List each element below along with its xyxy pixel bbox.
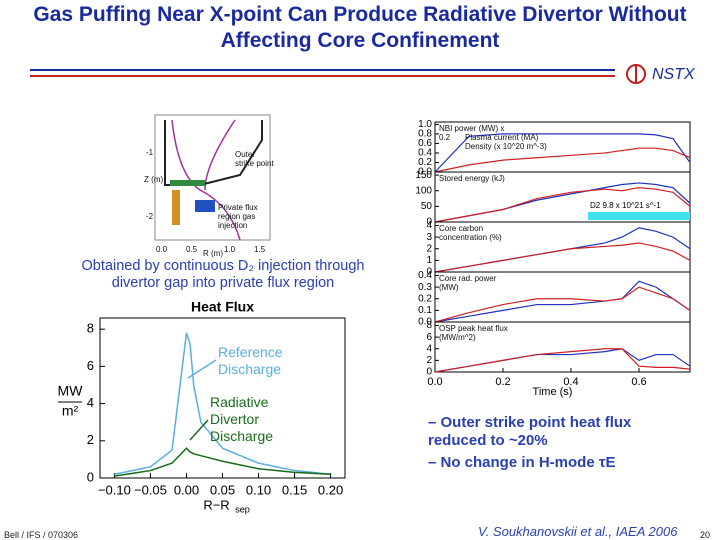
- panel-label: OSP peak heat flux (MW/m^2): [439, 324, 508, 342]
- diagram-label: Outer strike point: [235, 150, 274, 168]
- gas-puff-bar: [588, 212, 690, 220]
- diagram-tick: R (m): [203, 249, 223, 258]
- panel-frame: [434, 221, 691, 273]
- x-tick-label: 0.6: [631, 376, 646, 388]
- y-tick-label: 0.0: [418, 167, 432, 178]
- diagram-tick: 1.0: [224, 245, 236, 254]
- y-tick-label: 0.8: [418, 129, 432, 140]
- y-tick-label: 1: [426, 255, 432, 266]
- y-axis-label: m²: [62, 403, 79, 419]
- y-tick-label: 6: [87, 358, 94, 373]
- panel-label: Density (x 10^20 m^-3): [465, 142, 547, 151]
- series-line: [114, 447, 331, 477]
- y-tick-label: 4: [87, 395, 94, 410]
- x-tick-label: 0.20: [318, 482, 343, 497]
- x-tick-label: −0.05: [134, 482, 167, 497]
- y-tick-label: 3: [426, 232, 432, 243]
- x-tick-label: 0.0: [427, 376, 442, 388]
- y-tick-label: 1.0: [418, 119, 432, 130]
- series-line: [434, 187, 691, 223]
- chart-title: Heat Flux: [191, 299, 254, 315]
- logo-text: NSTX: [652, 66, 696, 83]
- flux-surface: [204, 119, 236, 191]
- x-tick-label: −0.10: [98, 482, 131, 497]
- y-tick-label: 4: [426, 343, 432, 354]
- y-tick-label: 100: [415, 185, 432, 196]
- x-tick-label: 0.05: [210, 482, 235, 497]
- panel-label: Plasma current (MA): [465, 133, 539, 142]
- y-tick-label: 8: [426, 320, 432, 331]
- bullet: – Outer strike point heat flux reduced t…: [428, 414, 632, 449]
- caption: Obtained by continuous D₂ injection thro…: [81, 258, 365, 291]
- panel-label: Stored energy (kJ): [439, 174, 505, 183]
- y-tick-label: 8: [87, 321, 94, 336]
- panel-label: Core carbon concentration (%): [439, 224, 502, 242]
- vessel: [164, 120, 263, 186]
- diagram-tick: 0.5: [186, 245, 198, 254]
- y-tick-label: 0.6: [418, 138, 432, 149]
- y-tick-label: 0.3: [418, 282, 432, 293]
- y-tick-label: 2: [426, 243, 432, 254]
- y-tick-label: 50: [421, 201, 433, 212]
- bullet: – No change in H-mode τE: [428, 454, 616, 471]
- y-tick-label: 0: [426, 217, 432, 228]
- panel-label: NBI power (MW) x 0.2: [439, 124, 505, 142]
- series-label: Radiative Divertor Discharge: [210, 394, 274, 444]
- y-tick-label: 0.0: [418, 317, 432, 328]
- y-tick-label: 0.2: [418, 157, 432, 168]
- series-label: Reference Discharge: [218, 344, 283, 377]
- x-tick-label: 0.4: [563, 376, 578, 388]
- divertor-plate: [170, 180, 205, 186]
- series-line: [434, 286, 691, 323]
- y-tick-label: 4: [426, 220, 432, 231]
- plot-frame: [99, 317, 346, 479]
- panel-label: Core rad. power (MW): [439, 274, 497, 292]
- coils: [172, 190, 180, 225]
- x-tick-label: 0.15: [282, 482, 307, 497]
- diagram-label: Private flux region gas injection: [218, 203, 258, 230]
- y-tick-label: 0: [426, 367, 432, 378]
- diagram-axis-label: Z (m): [144, 175, 164, 184]
- diagram-tick: 0.0: [156, 245, 168, 254]
- footer-page: 20: [700, 530, 711, 540]
- y-tick-label: 150: [415, 170, 432, 181]
- y-axis-label: MW: [58, 383, 84, 399]
- arrow: [189, 419, 209, 441]
- y-tick-label: 2: [87, 432, 94, 447]
- y-tick-label: 2: [426, 355, 432, 366]
- diagram-tick: -2: [146, 212, 154, 221]
- y-tick-label: 0.2: [418, 293, 432, 304]
- x-axis-label: R−R: [203, 497, 229, 512]
- series-line: [434, 242, 691, 273]
- diagram: [154, 114, 271, 241]
- gas-injector: [195, 200, 215, 212]
- y-tick-label: 0.4: [418, 270, 432, 281]
- arrow: [187, 359, 217, 379]
- diagram-tick: -1: [146, 148, 154, 157]
- x-tick-label: 0.2: [495, 376, 510, 388]
- panel-frame: [434, 321, 691, 373]
- y-tick-label: 0: [87, 469, 94, 484]
- series-line: [114, 332, 331, 476]
- panel-frame: [434, 271, 691, 323]
- x-tick-label: 0.10: [246, 482, 271, 497]
- y-tick-label: 0: [426, 267, 432, 278]
- footer-left: Bell / IFS / 070306: [4, 530, 79, 540]
- y-tick-label: 6: [426, 332, 432, 343]
- series-line: [434, 348, 691, 373]
- footer-center: V. Soukhanovskii et al., IAEA 2006: [478, 524, 678, 539]
- y-tick-label: 0.4: [418, 148, 432, 159]
- series-line: [434, 147, 691, 173]
- slide-title: Gas Puffing Near X-point Can Produce Rad…: [33, 3, 687, 52]
- x-tick-label: 0.00: [174, 482, 199, 497]
- series-line: [434, 133, 691, 173]
- flux-surface: [171, 119, 241, 241]
- y-tick-label: 0.1: [418, 305, 432, 316]
- gas-puff-label: D2 9.8 x 10^21 s^-1: [590, 201, 661, 210]
- x-axis-label: Time (s): [533, 386, 573, 398]
- x-axis-label: sep: [235, 504, 250, 514]
- diagram-tick: 1.5: [254, 245, 266, 254]
